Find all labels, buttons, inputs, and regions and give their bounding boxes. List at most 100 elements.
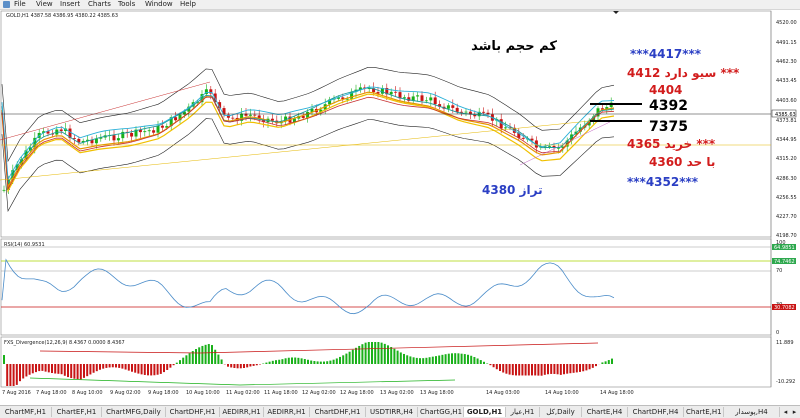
macd-bar	[240, 364, 242, 368]
macd-bar	[384, 344, 386, 364]
tab-poosdar-h4[interactable]: پوسدار,H4	[724, 407, 780, 417]
tab-gold-h1[interactable]: GOLD,H1	[464, 407, 506, 417]
macd-bar	[585, 364, 587, 370]
candle-body	[390, 92, 393, 94]
tab-chartdhf-h4[interactable]: ChartDHF,H4	[628, 407, 684, 417]
chart-area[interactable]: GOLD,H1 4387.58 4386.95 4380.22 4385.63 …	[0, 10, 800, 405]
macd-bar	[352, 350, 354, 364]
macd-bar	[413, 357, 415, 364]
macd-bar	[35, 364, 37, 372]
macd-bar	[525, 364, 527, 376]
menu-view[interactable]: View	[36, 0, 53, 9]
candle-body	[421, 95, 424, 101]
annotation-4360: با حد 4360	[649, 155, 715, 169]
candle-body	[416, 95, 419, 96]
macd-bar	[320, 362, 322, 364]
macd-bar	[243, 364, 245, 368]
price-label: 4462.30	[776, 59, 797, 65]
tab-chartdhf-h1-2[interactable]: ChartDHF,H1	[310, 407, 366, 417]
menu-charts[interactable]: Charts	[88, 0, 111, 9]
macd-bar	[457, 353, 459, 364]
menu-file[interactable]: File	[14, 0, 26, 9]
price-label: 4491.15	[776, 40, 797, 46]
macd-bar	[528, 364, 530, 375]
tab-chartdhf-h1[interactable]: ChartDHF,H1	[166, 407, 220, 417]
macd-bar	[489, 364, 491, 365]
tab-charte-h1[interactable]: ChartE,H1	[684, 407, 724, 417]
macd-bar	[541, 364, 543, 376]
candle-body	[271, 119, 274, 121]
annotation-4352: ***4352***	[627, 175, 699, 189]
macd-bar	[214, 350, 216, 364]
time-label: 11 Aug 02:00	[226, 390, 260, 396]
macd-bar	[416, 358, 418, 364]
macd-bar	[374, 342, 376, 364]
menu-tools[interactable]: Tools	[118, 0, 135, 9]
macd-bar	[496, 364, 498, 369]
candle-body	[557, 148, 560, 149]
candle-body	[425, 100, 428, 101]
macd-bar	[179, 360, 181, 364]
tab-aedirr-h1[interactable]: AEDIRR,H1	[220, 407, 264, 417]
macd-bar	[422, 358, 424, 364]
candle-body	[113, 135, 116, 140]
macd-bar	[518, 364, 520, 375]
macd-bar	[345, 354, 347, 364]
macd-bar	[176, 363, 178, 364]
macd-bar	[233, 364, 235, 368]
macd-bar	[537, 364, 539, 376]
macd-bar	[397, 351, 399, 364]
macd-bar	[483, 362, 485, 364]
macd-bar	[477, 358, 479, 364]
macd-bar	[310, 361, 312, 364]
rsi-value-2: 74.7462	[774, 259, 795, 265]
macd-bar	[608, 360, 610, 364]
macd-bar	[595, 364, 597, 366]
macd-bar	[288, 358, 290, 364]
macd-bar	[211, 345, 213, 364]
macd-bar	[205, 345, 207, 364]
tab-chartmfg-daily[interactable]: ChartMFG,Daily	[102, 407, 166, 417]
macd-bar	[163, 364, 165, 372]
macd-bar	[301, 358, 303, 364]
menu-insert[interactable]: Insert	[60, 0, 80, 9]
macd-bar	[323, 362, 325, 364]
macd-bar	[326, 361, 328, 364]
macd-bar	[592, 364, 594, 368]
macd-bar	[605, 361, 607, 364]
candle-body	[403, 97, 406, 98]
macd-bar	[13, 364, 15, 386]
macd-bar	[217, 355, 219, 364]
tab-chartmf-h1[interactable]: ChartMF,H1	[0, 407, 52, 417]
time-label: 8 Aug 10:00	[72, 390, 103, 396]
menu-window[interactable]: Window	[145, 0, 173, 9]
macd-bar	[278, 360, 280, 364]
candle-body	[60, 129, 63, 131]
macd-bar	[166, 364, 168, 370]
macd-bar	[361, 344, 363, 364]
macd-bar	[502, 364, 504, 373]
macd-bar	[208, 344, 210, 364]
menu-help[interactable]: Help	[180, 0, 196, 9]
macd-bar	[499, 364, 501, 371]
macd-bar	[515, 364, 517, 375]
tab-chartgg-h1[interactable]: ChartGG,H1	[418, 407, 464, 417]
macd-axis: 11.889 -10.292	[776, 340, 795, 385]
macd-bar	[134, 364, 136, 373]
chart-shift-marker[interactable]	[613, 11, 619, 14]
tab-scroll-left-icon[interactable]: ◂	[781, 407, 790, 417]
tab-kol-daily[interactable]: کل,Daily	[540, 407, 582, 417]
price-label: 4198.70	[776, 233, 797, 239]
tab-ayar-h1[interactable]: عیار,H1	[506, 407, 540, 417]
tab-usdtirr-h4[interactable]: USDTIRR,H4	[366, 407, 418, 417]
macd-bar	[182, 358, 184, 364]
macd-bar	[349, 352, 351, 364]
tab-chartef-h1[interactable]: ChartEF,H1	[52, 407, 102, 417]
tab-scroll-right-icon[interactable]: ▸	[790, 407, 799, 417]
macd-histogram	[3, 342, 613, 386]
rsi-levels	[1, 247, 771, 307]
tab-charte-h4[interactable]: ChartE,H4	[582, 407, 628, 417]
macd-bar	[221, 359, 223, 364]
tab-aedirr-h1-2[interactable]: AEDIRR,H1	[264, 407, 310, 417]
macd-bar	[73, 364, 75, 379]
